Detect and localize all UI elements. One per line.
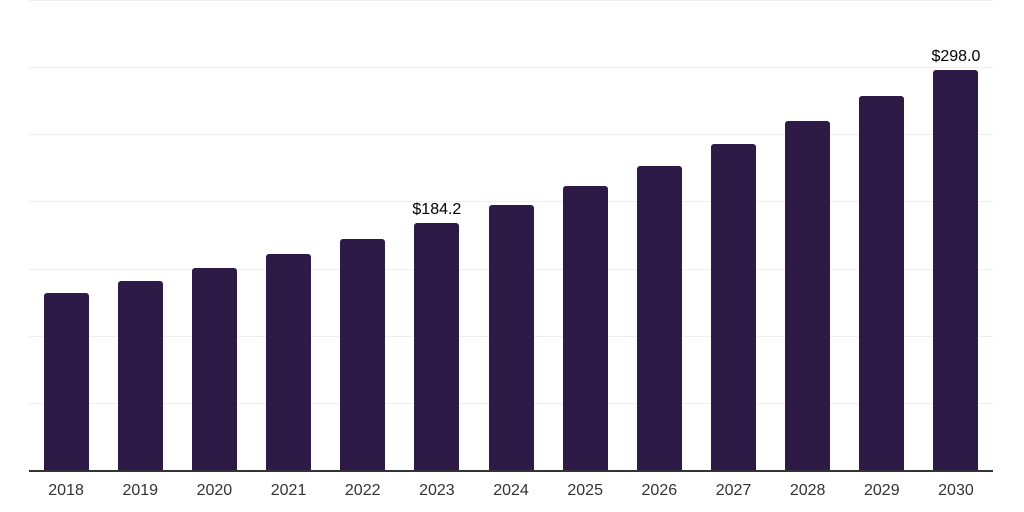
x-tick-label-2025: 2025: [567, 482, 603, 499]
bar-slot-2029: [845, 0, 919, 470]
plot-area: $184.2 $298.0: [29, 0, 993, 472]
x-tick-label-2027: 2027: [715, 482, 752, 499]
bar-2020: [191, 267, 237, 470]
bar-slot-2028: [771, 0, 845, 470]
bar-slot-2021: [251, 0, 325, 470]
gridline-200: [29, 201, 993, 203]
bar-slot-2026: [622, 0, 696, 470]
bar-2023: $184.2: [412, 201, 461, 470]
gridline-350: [29, 0, 993, 1]
bar-slot-2020: [177, 0, 251, 470]
bar-2030: $298.0: [931, 48, 980, 470]
bar-slot-2019: [103, 0, 177, 470]
bar-slot-2024: [474, 0, 548, 470]
x-tick-label-2019: 2019: [122, 482, 159, 499]
x-tick-label-2029: 2029: [864, 482, 900, 499]
x-tick-label-2020: 2020: [196, 482, 233, 499]
bar-2018: [43, 292, 89, 470]
x-tick-label-2021: 2021: [270, 482, 307, 499]
bars: $184.2 $298.0: [29, 0, 993, 470]
bar-value-label-2030: $298.0: [931, 47, 981, 65]
x-tick-label-2026: 2026: [641, 482, 678, 499]
bar-value-label-2023: $184.2: [412, 200, 462, 218]
x-tick-label-2028: 2028: [789, 482, 826, 499]
bar-2022: [340, 238, 386, 470]
bar-2028: [785, 121, 831, 470]
bar-2027: [710, 144, 756, 470]
bar-slot-2022: [326, 0, 400, 470]
bar-2024: [488, 205, 534, 470]
x-tick-label-2023: 2023: [419, 482, 455, 499]
x-axis: 2018 2019 2020 2021 2022 2023 2024 2025 2026 2027…: [29, 481, 993, 500]
bar-slot-2025: [548, 0, 622, 470]
gridline-250: [29, 134, 993, 136]
gridline-300: [29, 67, 993, 69]
bar-2026: [636, 165, 682, 470]
bar-slot-2018: [29, 0, 103, 470]
bar-slot-2023: $184.2: [400, 0, 474, 470]
bar-2019: [117, 280, 163, 470]
x-tick-label-2030: 2030: [938, 482, 974, 499]
bar-2029: [859, 96, 905, 470]
bar-2025: [562, 186, 608, 470]
x-tick-label-2018: 2018: [48, 482, 84, 499]
bar-slot-2030: $298.0: [919, 0, 993, 470]
bar-slot-2027: [696, 0, 770, 470]
x-tick-label-2022: 2022: [344, 482, 381, 499]
bar-2021: [266, 254, 312, 470]
x-tick-label-2024: 2024: [493, 482, 529, 499]
